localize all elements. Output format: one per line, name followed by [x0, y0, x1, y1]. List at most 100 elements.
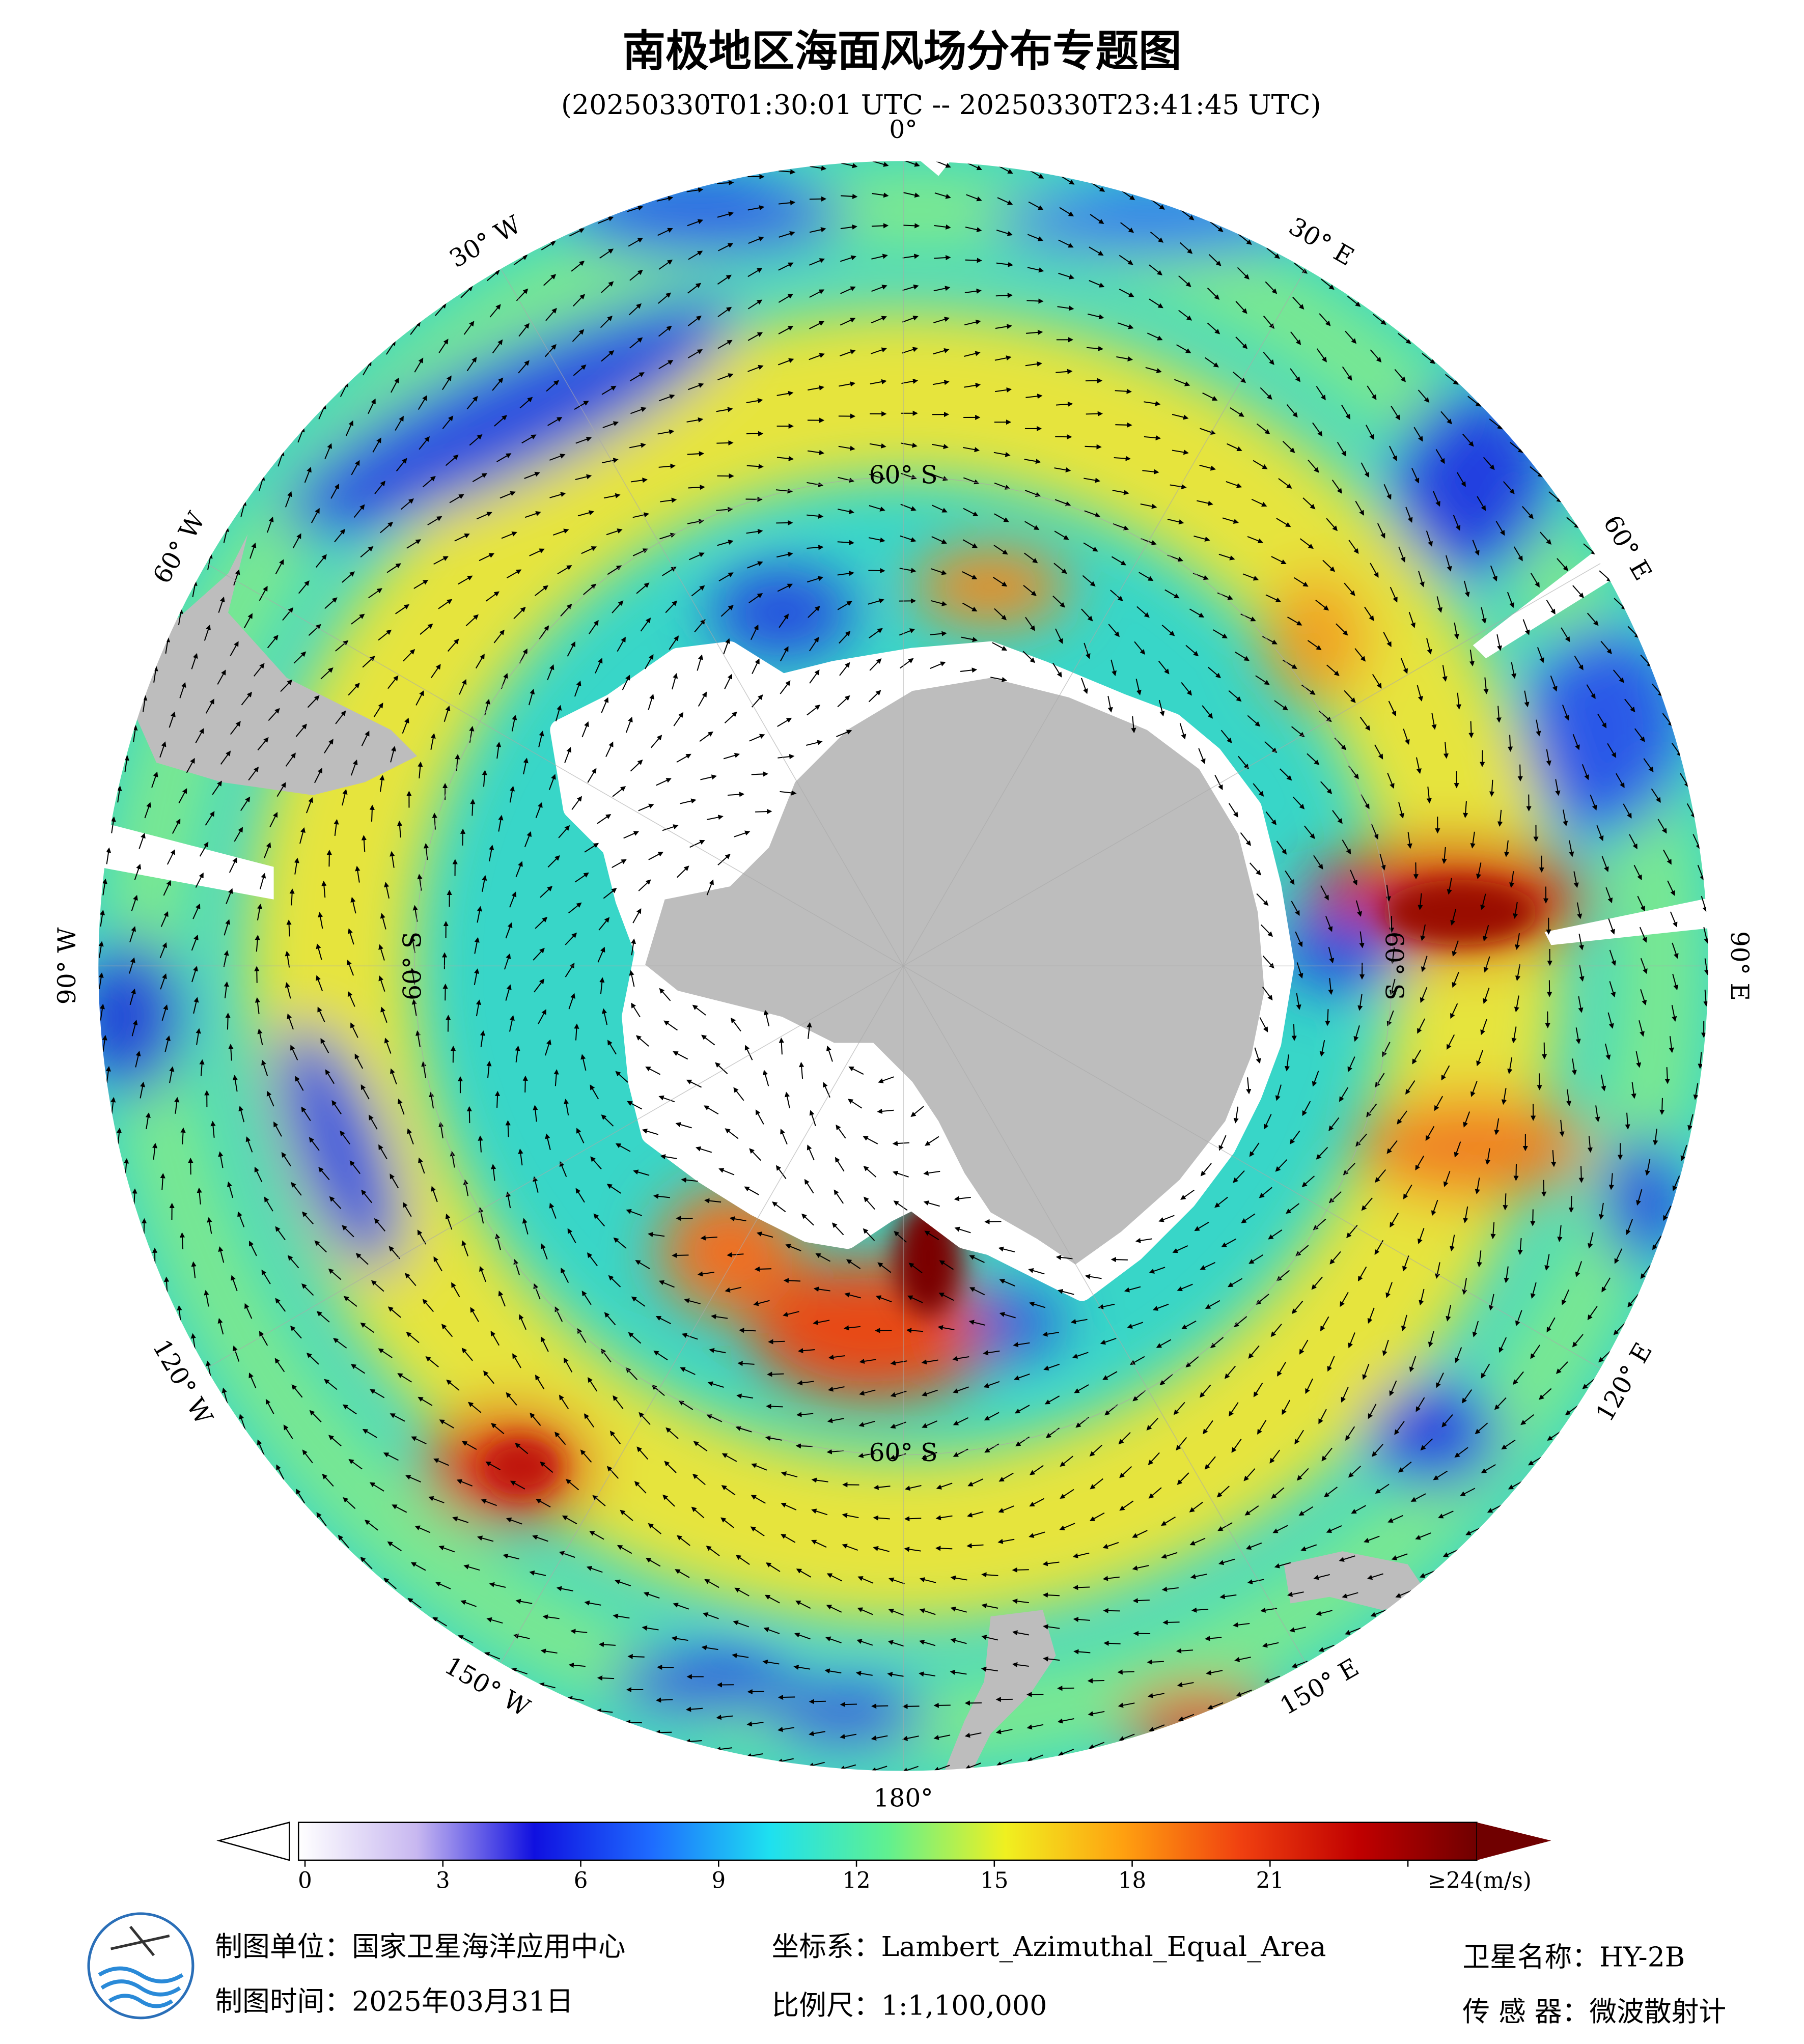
wind-arrow [723, 638, 730, 655]
wind-arrow [1081, 608, 1093, 622]
wind-arrow [998, 1246, 1015, 1252]
wind-arrow [907, 1295, 923, 1303]
wind-arrow [755, 1109, 764, 1125]
wind-arrow [737, 1361, 755, 1366]
wind-arrow [1156, 1339, 1172, 1348]
wind-arrow [1302, 1101, 1311, 1116]
wind-arrow [1320, 781, 1333, 794]
wind-arrow [1386, 1140, 1398, 1154]
wind-arrow [509, 891, 517, 908]
wind-arrow [638, 879, 651, 891]
wind-arrow [804, 1179, 814, 1194]
wind-arrow [1264, 1114, 1272, 1130]
wind-arrow [513, 606, 526, 620]
wind-arrow [541, 1336, 549, 1352]
map [97, 160, 1709, 1772]
wind-arrow [1311, 1276, 1323, 1290]
wind-arrow [1303, 825, 1315, 839]
wind-arrow [935, 1546, 953, 1551]
wind-arrow [495, 1233, 501, 1250]
wind-arrow [1275, 1084, 1282, 1101]
wind-arrow [1326, 664, 1340, 676]
wind-arrow [660, 1154, 677, 1160]
wind-arrow [1292, 796, 1305, 809]
wind-arrow [678, 1400, 693, 1410]
wind-arrow [775, 488, 793, 494]
wind-arrow [1291, 901, 1300, 916]
wind-arrow [584, 843, 599, 853]
wind-arrow [1127, 1322, 1144, 1329]
wind-arrow [1313, 855, 1323, 870]
wind-arrow [1055, 628, 1063, 645]
wind-arrow [779, 1038, 784, 1055]
wind-arrow [869, 473, 886, 481]
wind-arrow [446, 1015, 451, 1032]
wind-arrow [539, 625, 549, 640]
wind-arrow [653, 1193, 671, 1199]
wind-arrow [604, 1312, 616, 1326]
wind-arrow [533, 1283, 541, 1300]
wind-arrow [397, 820, 403, 838]
wind-arrow [1503, 1193, 1508, 1211]
wind-arrow [826, 1045, 833, 1062]
wind-arrow [1221, 1238, 1236, 1247]
wind-arrow [1135, 679, 1142, 695]
wind-arrow [378, 944, 385, 961]
wind-arrow [744, 1045, 753, 1060]
wind-arrow [807, 705, 821, 716]
wind-arrow [960, 667, 978, 673]
wind-arrow [676, 865, 689, 878]
wind-arrow [1426, 787, 1432, 804]
wind-arrow [466, 1106, 472, 1124]
wind-arrow [924, 1230, 939, 1240]
wind-arrow [1084, 478, 1101, 483]
wind-arrow [994, 482, 1011, 490]
wind-arrow [1085, 1274, 1102, 1279]
wind-arrow [922, 1420, 938, 1428]
wind-arrow [588, 1377, 598, 1392]
wind-arrow [1246, 1077, 1252, 1095]
wind-arrow [595, 658, 603, 674]
wind-arrow [1355, 900, 1362, 917]
parallel-label: 60° S [399, 932, 427, 1000]
wind-arrow [747, 561, 763, 569]
wind-arrow [1375, 1169, 1386, 1183]
wind-arrow [1025, 617, 1035, 631]
wind-arrow [1271, 556, 1287, 564]
wind-arrow [1108, 624, 1120, 637]
wind-arrow [1024, 521, 1040, 530]
wind-arrow [1014, 1373, 1030, 1381]
wind-arrow [931, 568, 947, 575]
wind-arrow [892, 1140, 909, 1146]
wind-arrow [459, 679, 467, 695]
wind-arrow [797, 1380, 814, 1386]
wind-arrow [524, 831, 532, 848]
wind-arrow [828, 1354, 845, 1360]
wind-arrow [868, 568, 885, 574]
wind-arrow [490, 1164, 496, 1181]
wind-arrow [648, 1231, 665, 1238]
wind-arrow [380, 913, 386, 930]
wind-arrow [658, 1280, 675, 1288]
wind-arrow [1318, 710, 1332, 722]
wind-arrow [711, 1314, 728, 1320]
wind-arrow [892, 1170, 909, 1178]
wind-arrow [1249, 862, 1261, 876]
wind-arrow [1134, 641, 1146, 655]
wind-arrow [655, 1316, 671, 1325]
wind-arrow [962, 539, 978, 548]
wind-arrow [753, 1300, 770, 1306]
wind-arrow [813, 1320, 830, 1325]
wind-arrow [560, 603, 572, 617]
wind-arrow [607, 565, 622, 575]
title: 南极地区海面风场分布专题图 [623, 26, 1182, 76]
wind-arrow [899, 658, 914, 669]
colorbar-under [216, 1822, 290, 1861]
wind-arrow [893, 1200, 908, 1211]
wind-arrow [1118, 1432, 1131, 1445]
wind-arrow [994, 608, 1007, 621]
wind-arrow [378, 975, 385, 992]
wind-arrow [1407, 832, 1412, 849]
wind-arrow [1212, 629, 1228, 638]
wind-arrow [1353, 1025, 1360, 1042]
